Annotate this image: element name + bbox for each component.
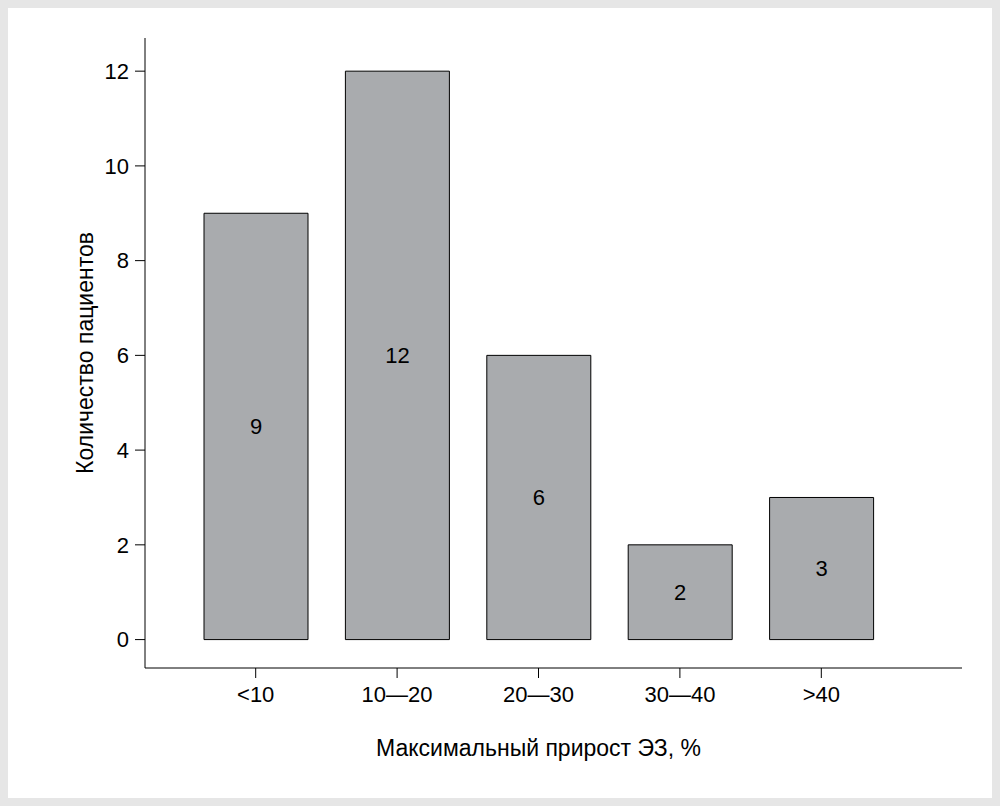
svg-text:9: 9 [250, 414, 262, 439]
svg-text:6: 6 [533, 485, 545, 510]
svg-text:Максимальный прирост ЭЗ, %: Максимальный прирост ЭЗ, % [376, 735, 701, 761]
svg-text:4: 4 [117, 438, 129, 463]
svg-text:12: 12 [105, 59, 129, 84]
svg-text:3: 3 [815, 556, 827, 581]
svg-text:10—20: 10—20 [362, 682, 433, 707]
svg-text:8: 8 [117, 248, 129, 273]
svg-text:10: 10 [105, 154, 129, 179]
svg-text:<10: <10 [237, 682, 274, 707]
svg-text:20—30: 20—30 [503, 682, 574, 707]
svg-text:2: 2 [674, 580, 686, 605]
svg-text:Количество пациентов: Количество пациентов [72, 232, 98, 474]
svg-text:0: 0 [117, 627, 129, 652]
svg-text:30—40: 30—40 [644, 682, 715, 707]
svg-text:6: 6 [117, 343, 129, 368]
svg-text:>40: >40 [803, 682, 840, 707]
svg-text:12: 12 [385, 343, 409, 368]
svg-text:2: 2 [117, 533, 129, 558]
